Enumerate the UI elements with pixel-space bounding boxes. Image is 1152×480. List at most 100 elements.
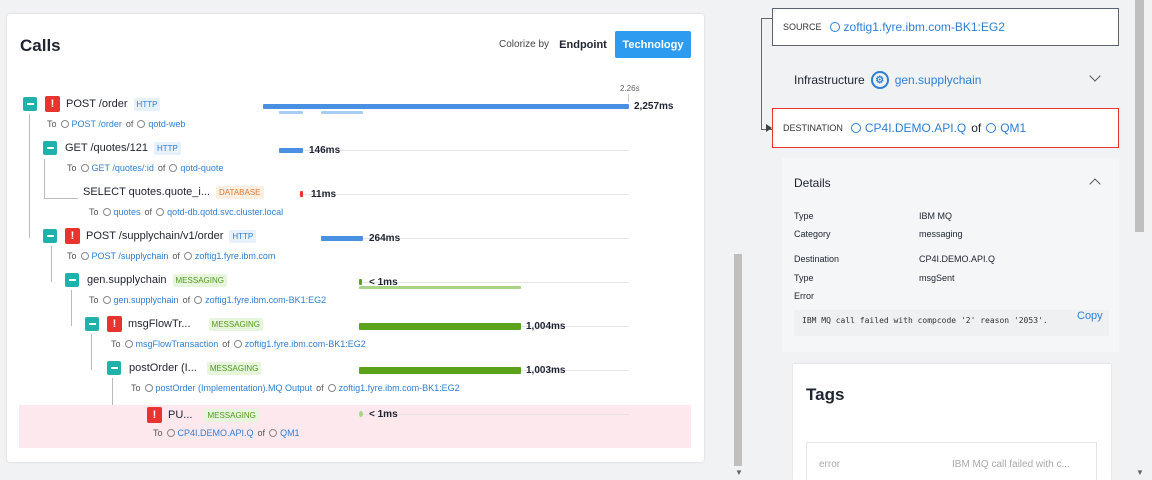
detail-key: Destination xyxy=(794,254,840,264)
colorize-label: Colorize by xyxy=(499,39,550,50)
call-row[interactable]: gen.supplychain MESSAGING To gen.supplyc… xyxy=(19,268,691,312)
call-row-selected[interactable]: ! PU... MESSAGING To CP4I.DEMO.API.Q of … xyxy=(19,405,691,448)
tag-value: IBM MQ call failed with c... xyxy=(952,459,1070,470)
destination-link[interactable]: CP4I.DEMO.API.Q xyxy=(864,121,967,135)
tag-key: error xyxy=(819,459,841,470)
timeline-subbar xyxy=(359,286,521,289)
call-name: POST /order xyxy=(66,98,128,110)
service-link[interactable]: qotd-web xyxy=(148,119,186,129)
scroll-down-icon[interactable]: ▼ xyxy=(735,468,743,477)
endpoint-link[interactable]: POST /supplychain xyxy=(91,251,169,261)
detail-value: IBM MQ xyxy=(919,211,952,221)
endpoint-link[interactable]: postOrder (Implementation).MQ Output xyxy=(155,383,313,393)
detail-scrollbar-thumb[interactable] xyxy=(1135,0,1144,232)
detail-value: messaging xyxy=(919,229,963,239)
infrastructure-link[interactable]: gen.supplychain xyxy=(894,73,982,87)
timeline-bar xyxy=(359,367,521,374)
source-label: SOURCE xyxy=(783,22,822,32)
endpoint-icon xyxy=(102,296,111,304)
queue-manager-icon xyxy=(986,123,997,133)
chevron-down-icon[interactable] xyxy=(1089,70,1101,82)
endpoint-link[interactable]: GET /quotes/:id xyxy=(91,163,154,173)
call-duration: 264ms xyxy=(369,233,401,244)
infrastructure-icon: ⚙ xyxy=(870,71,889,89)
collapse-button[interactable] xyxy=(107,361,121,375)
service-link[interactable]: qotd-db.qotd.svc.cluster.local xyxy=(167,207,284,217)
collapse-button[interactable] xyxy=(85,317,99,331)
endpoint-link[interactable]: msgFlowTransaction xyxy=(135,339,219,349)
source-link[interactable]: zoftig1.fyre.ibm.com-BK1:EG2 xyxy=(843,20,1005,34)
tree-line xyxy=(29,114,30,238)
calls-title: Calls xyxy=(20,36,61,55)
copy-button[interactable]: Copy xyxy=(1077,310,1103,322)
detail-value: msgSent xyxy=(919,273,955,283)
collapse-button[interactable] xyxy=(43,229,57,243)
call-row[interactable]: SELECT quotes.quote_i... DATABASE To quo… xyxy=(83,185,284,217)
endpoint-link[interactable]: POST /order xyxy=(71,119,122,129)
endpoint-link[interactable]: gen.supplychain xyxy=(113,295,179,305)
call-name: GET /quotes/121 xyxy=(65,142,148,154)
call-row[interactable]: ! POST /order HTTP To POST /order of qot… xyxy=(19,92,691,136)
service-link[interactable]: zoftig1.fyre.ibm.com xyxy=(194,251,276,261)
detail-panel: SOURCE zoftig1.fyre.ibm.com-BK1:EG2 Infr… xyxy=(756,0,1128,480)
endpoint-icon xyxy=(80,164,89,172)
service-link[interactable]: zoftig1.fyre.ibm.com-BK1:EG2 xyxy=(205,295,327,305)
tech-badge: HTTP xyxy=(133,97,161,111)
endpoint-icon xyxy=(144,384,153,392)
source-destination-connector xyxy=(761,18,772,130)
endpoint-icon xyxy=(124,340,133,348)
service-icon xyxy=(194,296,203,304)
chevron-up-icon[interactable] xyxy=(1089,178,1101,190)
timeline-track xyxy=(359,414,629,415)
collapse-button[interactable] xyxy=(43,141,57,155)
destination-label: DESTINATION xyxy=(783,123,843,133)
service-icon xyxy=(327,384,336,392)
call-duration: < 1ms xyxy=(369,409,398,420)
call-duration: 2,257ms xyxy=(634,101,674,112)
call-row[interactable]: ! msgFlowTr... MESSAGING To msgFlowTrans… xyxy=(19,312,691,356)
timeline-bar xyxy=(359,323,521,330)
call-name: PU... xyxy=(168,409,193,421)
collapse-button[interactable] xyxy=(23,97,37,111)
collapse-button[interactable] xyxy=(65,273,79,287)
infrastructure-row[interactable]: Infrastructure ⚙ gen.supplychain xyxy=(782,60,1119,100)
detail-key: Type xyxy=(794,211,814,221)
timeline-subbar xyxy=(279,111,303,114)
tags-section: Tags error IBM MQ call failed with c... xyxy=(793,364,1111,480)
service-icon xyxy=(156,208,165,216)
timeline-track xyxy=(299,194,629,195)
service-link[interactable]: zoftig1.fyre.ibm.com-BK1:EG2 xyxy=(244,339,366,349)
call-name: postOrder (I... xyxy=(129,362,197,374)
tech-badge: MESSAGING xyxy=(172,273,227,287)
queue-manager-link[interactable]: QM1 xyxy=(1000,121,1027,135)
calls-scrollbar[interactable] xyxy=(733,0,744,480)
detail-value: CP4I.DEMO.API.Q xyxy=(919,254,996,264)
call-duration: < 1ms xyxy=(369,277,398,288)
endpoint-icon xyxy=(60,120,69,128)
call-row[interactable]: GET /quotes/121 HTTP To GET /quotes/:id … xyxy=(19,136,691,180)
error-icon: ! xyxy=(45,96,60,112)
call-row[interactable]: postOrder (I... MESSAGING To postOrder (… xyxy=(19,356,691,400)
service-link[interactable]: qotd-quote xyxy=(180,163,224,173)
service-icon xyxy=(169,164,178,172)
tree-line xyxy=(44,198,78,199)
timeline-track xyxy=(279,150,629,151)
timeline-bar xyxy=(263,104,629,109)
endpoint-icon xyxy=(166,429,175,437)
tree-line xyxy=(51,246,52,282)
error-icon: ! xyxy=(65,228,80,244)
scroll-down-icon[interactable]: ▼ xyxy=(1136,468,1144,477)
calls-scrollbar-thumb[interactable] xyxy=(734,254,742,466)
colorize-technology-button[interactable]: Technology xyxy=(615,31,691,58)
colorize-endpoint-button[interactable]: Endpoint xyxy=(553,31,613,58)
timeline-bar xyxy=(321,236,363,241)
timeline-bar xyxy=(300,191,303,197)
tree-line xyxy=(71,290,72,326)
service-link[interactable]: zoftig1.fyre.ibm.com-BK1:EG2 xyxy=(338,383,460,393)
timeline-bar xyxy=(359,411,363,417)
service-icon xyxy=(233,340,242,348)
endpoint-link[interactable]: CP4I.DEMO.API.Q xyxy=(177,428,254,438)
service-link[interactable]: QM1 xyxy=(280,428,300,438)
endpoint-link[interactable]: quotes xyxy=(113,207,141,217)
call-row[interactable]: ! POST /supplychain/v1/order HTTP To POS… xyxy=(19,224,691,268)
